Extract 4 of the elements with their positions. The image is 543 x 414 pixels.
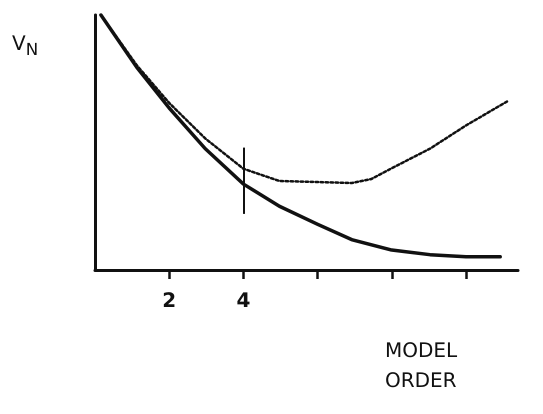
x-axis-title: MODEL ORDER: [385, 337, 458, 394]
x-tick-label: 4: [236, 288, 250, 312]
y-axis-title: V$_{N}$: [12, 30, 38, 61]
x-tick-label: 2: [162, 288, 176, 312]
